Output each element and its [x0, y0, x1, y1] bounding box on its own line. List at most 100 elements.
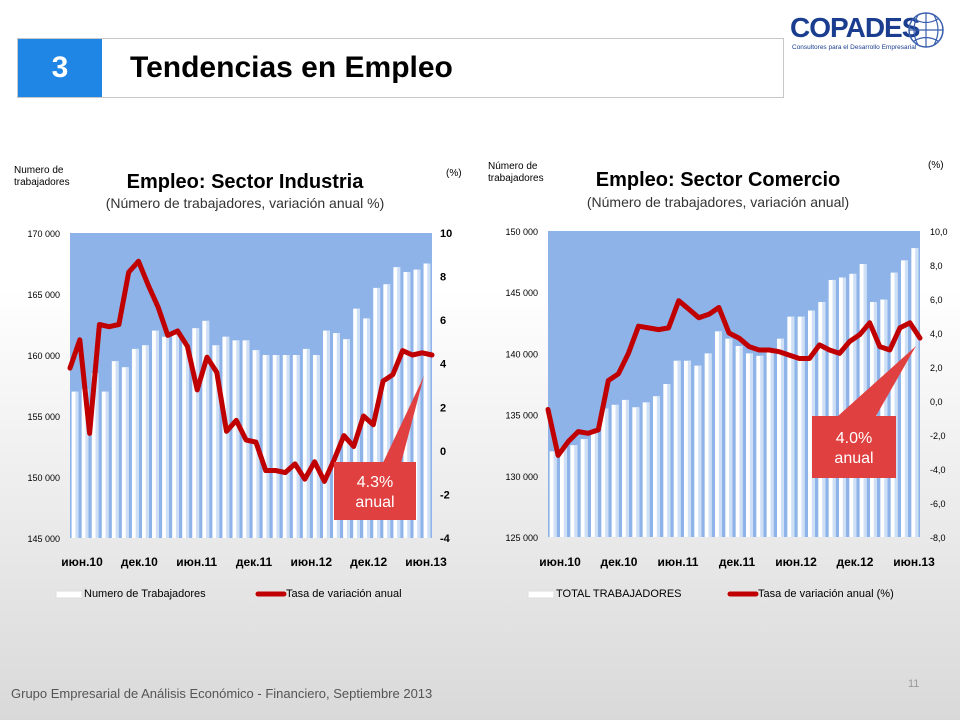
bar-shade — [196, 328, 200, 538]
bar-shade — [185, 342, 190, 538]
legend-label-bars: TOTAL TRABAJADORES — [556, 588, 682, 600]
bar — [383, 284, 391, 538]
x-tick-label: дек.11 — [236, 555, 273, 569]
callout-pointer — [838, 346, 916, 416]
bar-shade — [574, 445, 578, 537]
bar — [559, 447, 568, 537]
y-left-tick: 145 000 — [27, 534, 60, 544]
bar — [71, 391, 79, 538]
bar-shade — [656, 396, 661, 537]
bar-shade — [708, 353, 712, 537]
y-left-tick: 135 000 — [505, 411, 538, 421]
y-left-label-line1: Número de — [488, 161, 538, 172]
x-tick-label: июн.11 — [176, 555, 217, 569]
bar-shade — [760, 355, 764, 537]
bar — [549, 451, 557, 537]
bar-shade — [135, 348, 139, 538]
logo-name: COPADES — [790, 12, 920, 43]
bar-shade — [236, 340, 240, 538]
bar-shade — [749, 353, 754, 537]
bar-shade — [95, 373, 99, 538]
logo-tagline: Consultores para el Desarrollo Empresari… — [792, 44, 917, 51]
page-title: Tendencias en Empleo — [130, 51, 453, 84]
bar-shade — [216, 345, 220, 538]
bar — [694, 365, 702, 537]
y-left-tick: 130 000 — [505, 472, 538, 482]
y-right-tick: 6,0 — [930, 295, 943, 305]
bar — [282, 355, 290, 538]
x-tick-label: июн.13 — [893, 555, 935, 569]
chart-subtitle: (Número de trabajadores, variación anual… — [587, 194, 849, 210]
series-line — [545, 298, 923, 458]
bar — [601, 408, 609, 537]
x-tick-label: июн.12 — [291, 555, 333, 569]
bar-shade — [276, 355, 280, 538]
y-right-tick: 0,0 — [930, 397, 943, 407]
bar — [141, 345, 149, 538]
x-tick-label: дек.12 — [837, 555, 874, 569]
bar-shade — [687, 360, 692, 537]
bar-shade — [427, 263, 431, 538]
bar-shade — [306, 348, 310, 538]
bar-shade — [842, 277, 847, 537]
bar — [714, 331, 723, 537]
bar — [828, 279, 836, 537]
bar-shade — [286, 355, 290, 538]
bar-shade — [594, 432, 599, 537]
callout-unit: anual — [834, 450, 873, 467]
bar-shade — [397, 267, 401, 538]
legend-swatch-bars — [55, 590, 83, 599]
legend-label-line: Tasa de variación anual — [286, 588, 402, 600]
bar-shade — [165, 336, 169, 538]
bar — [292, 355, 300, 538]
y-left-tick: 140 000 — [505, 349, 538, 359]
x-tick-label: дек.12 — [350, 555, 387, 569]
copades-logo: COPADES Consultores para el Desarrollo E… — [790, 10, 950, 60]
bar — [807, 310, 816, 537]
bar — [111, 361, 119, 538]
y-left-label-line2: trabajadores — [488, 173, 544, 184]
bar — [152, 330, 159, 538]
bar-shade — [780, 338, 785, 537]
y-right-tick: 6 — [440, 315, 446, 327]
callout-unit: anual — [355, 494, 394, 511]
legend-label-line: Tasa de variación anual (%) — [758, 588, 894, 600]
bar-shade — [667, 384, 671, 537]
chart-subtitle: (Número de trabajadores, variación anual… — [106, 195, 385, 211]
bar — [403, 272, 411, 538]
bar-shade — [105, 391, 109, 538]
bar — [735, 346, 743, 537]
bar-shade — [336, 333, 340, 538]
bar — [262, 355, 270, 538]
bar-shade — [366, 318, 371, 538]
bar-shade — [553, 451, 557, 537]
bar — [838, 277, 847, 537]
y-left-tick: 170 000 — [27, 229, 60, 239]
bar-shade — [625, 399, 630, 537]
bar — [725, 338, 733, 537]
bar-shade — [677, 360, 681, 537]
y-right-tick: 8 — [440, 272, 446, 284]
bar — [673, 360, 681, 537]
bar — [182, 342, 190, 538]
bar — [91, 373, 99, 538]
bar-shade — [729, 338, 733, 537]
bar-shade — [563, 447, 568, 537]
bar-shade — [175, 333, 180, 538]
bar — [202, 320, 210, 538]
bar-shade — [326, 330, 330, 538]
bar — [621, 399, 630, 537]
bar — [642, 402, 650, 537]
bar-shade — [377, 287, 381, 538]
bar — [363, 318, 371, 538]
bar — [322, 330, 330, 538]
bar — [172, 333, 180, 538]
globe-icon — [908, 12, 944, 48]
bar — [683, 360, 692, 537]
y-right-label: (%) — [446, 168, 462, 179]
x-tick-label: дек.10 — [601, 555, 638, 569]
bar-shade — [356, 308, 361, 538]
bar — [766, 350, 774, 537]
x-tick-label: июн.10 — [539, 555, 581, 569]
